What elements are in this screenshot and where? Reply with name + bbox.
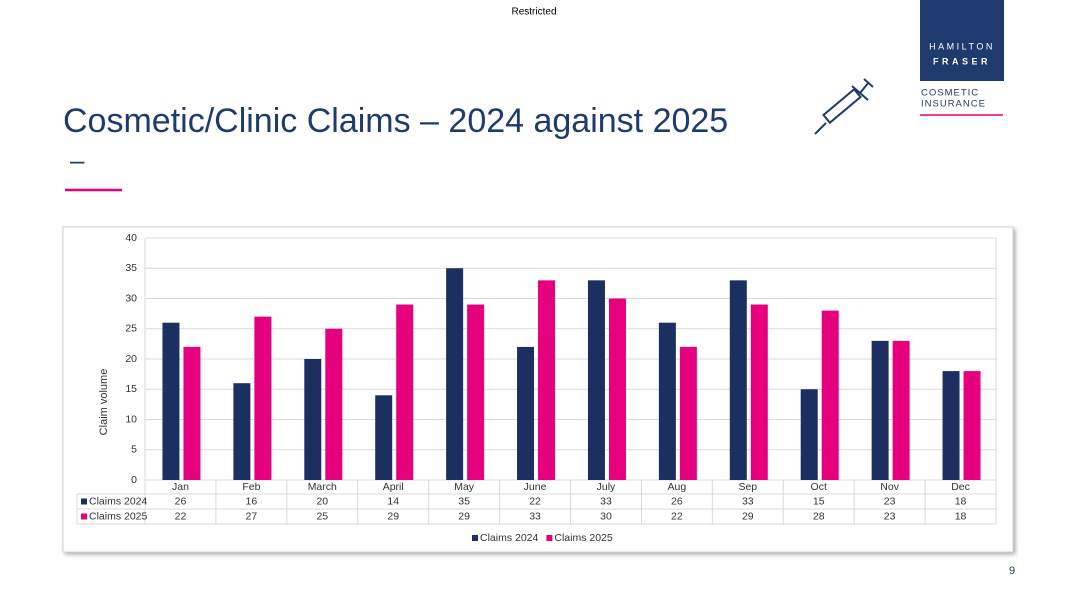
- table-value: 33: [529, 510, 541, 522]
- table-value: 29: [742, 510, 754, 522]
- x-tick-label: Dec: [951, 481, 970, 493]
- table-value: 28: [813, 510, 825, 522]
- y-tick-label: 5: [131, 444, 137, 456]
- y-tick-label: 0: [131, 474, 137, 486]
- legend-label: Claims 2025: [554, 532, 613, 544]
- bar: [800, 389, 818, 480]
- bar: [729, 280, 747, 480]
- table-value: 25: [316, 510, 328, 522]
- bar: [679, 346, 697, 480]
- y-tick-label: 40: [125, 232, 137, 244]
- table-value: 16: [246, 495, 258, 507]
- table-value: 26: [175, 495, 187, 507]
- bar: [325, 328, 343, 480]
- table-value: 35: [458, 495, 470, 507]
- logo-text: FRASER: [933, 56, 991, 66]
- table-row-label: Claims 2025: [89, 510, 148, 522]
- bar: [375, 395, 393, 480]
- table-value: 14: [387, 495, 399, 507]
- table-value: 30: [600, 510, 612, 522]
- y-tick-label: 10: [125, 413, 137, 425]
- bar: [254, 316, 272, 480]
- table-value: 18: [955, 510, 967, 522]
- table-value: 22: [671, 510, 683, 522]
- x-tick-label: Aug: [668, 481, 687, 493]
- x-tick-label: April: [383, 481, 404, 493]
- table-value: 15: [813, 495, 825, 507]
- bar: [821, 310, 839, 480]
- logo-box: [920, 0, 1004, 81]
- table-value: 22: [175, 510, 187, 522]
- table-value: 26: [671, 495, 683, 507]
- table-value: 23: [884, 510, 896, 522]
- legend-label: Claims 2024: [480, 532, 539, 544]
- y-axis-label: Claim volume: [98, 369, 110, 436]
- table-value: 22: [529, 495, 541, 507]
- table-value: 33: [742, 495, 754, 507]
- table-value: 29: [458, 510, 470, 522]
- bar: [467, 304, 485, 480]
- table-key: [81, 513, 87, 520]
- x-tick-label: March: [308, 481, 337, 493]
- y-tick-label: 20: [125, 353, 137, 365]
- table-row-label: Claims 2024: [89, 495, 148, 507]
- x-tick-label: Oct: [811, 481, 827, 493]
- bar: [162, 322, 180, 480]
- table-value: 20: [316, 495, 328, 507]
- brand-text: INSURANCE: [921, 99, 986, 110]
- bar: [658, 322, 676, 480]
- slide-title: Cosmetic/Clinic Claims – 2024 against 20…: [63, 102, 728, 140]
- legend-key: [472, 535, 478, 541]
- bar: [538, 280, 556, 480]
- table-key: [81, 498, 87, 505]
- bar: [517, 346, 535, 480]
- table-value: 29: [387, 510, 399, 522]
- bar: [942, 371, 960, 480]
- x-tick-label: Sep: [738, 481, 757, 493]
- bar: [608, 298, 626, 480]
- table-value: 33: [600, 495, 612, 507]
- bar: [587, 280, 605, 480]
- page-number: 9: [1009, 565, 1015, 577]
- y-tick-label: 35: [125, 262, 137, 274]
- x-tick-label: May: [454, 481, 475, 493]
- bar: [304, 359, 322, 480]
- bar: [183, 346, 201, 480]
- logo-text: HAMILTON: [929, 41, 995, 51]
- syringe-icon: [814, 78, 874, 135]
- y-tick-label: 30: [125, 292, 137, 304]
- bar: [750, 304, 768, 480]
- bar: [396, 304, 414, 480]
- x-tick-label: June: [524, 481, 547, 493]
- table-value: 27: [246, 510, 258, 522]
- legend-key: [546, 535, 553, 541]
- y-tick-label: 15: [125, 383, 137, 395]
- bar: [963, 371, 981, 480]
- x-tick-label: Feb: [242, 481, 260, 493]
- classification: Restricted: [511, 7, 556, 18]
- y-tick-label: 25: [125, 323, 137, 335]
- bar: [871, 340, 889, 480]
- x-tick-label: Jan: [172, 481, 189, 493]
- bar: [892, 340, 910, 480]
- bar: [446, 268, 464, 480]
- table-value: 23: [884, 495, 896, 507]
- table-value: 18: [955, 495, 967, 507]
- brand-text: COSMETIC: [921, 88, 979, 99]
- x-tick-label: Nov: [880, 481, 899, 493]
- title-dash: –: [70, 145, 85, 175]
- bar: [233, 383, 251, 480]
- x-tick-label: July: [597, 481, 616, 493]
